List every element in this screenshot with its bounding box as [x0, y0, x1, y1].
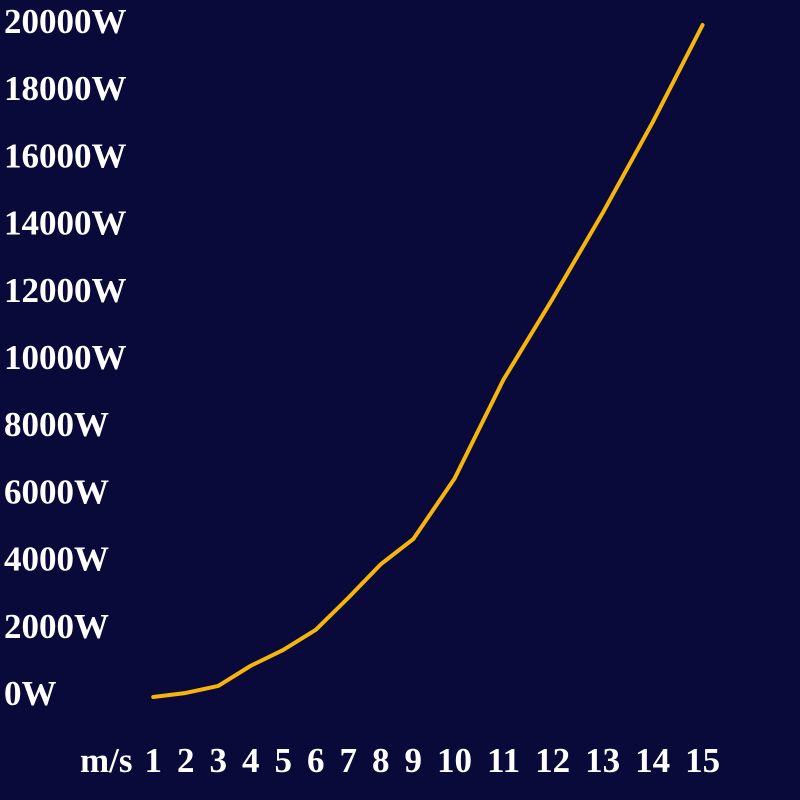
x-tick-label: 9: [405, 741, 423, 780]
y-tick-label: 0W: [4, 674, 57, 713]
y-tick-label: 16000W: [4, 136, 127, 175]
x-axis-label: m/s: [80, 741, 133, 780]
x-tick-label: 13: [585, 741, 620, 780]
x-tick-label: 14: [635, 741, 670, 780]
y-tick-label: 20000W: [4, 2, 127, 41]
y-tick-label: 14000W: [4, 204, 127, 243]
y-tick-label: 6000W: [4, 472, 109, 511]
y-tick-label: 18000W: [4, 69, 127, 108]
y-tick-label: 8000W: [4, 405, 109, 444]
y-tick-label: 10000W: [4, 338, 127, 377]
x-tick-label: 8: [372, 741, 390, 780]
x-tick-label: 5: [275, 741, 293, 780]
x-tick-label: 3: [210, 741, 228, 780]
y-tick-label: 12000W: [4, 271, 127, 310]
x-tick-label: 15: [685, 741, 720, 780]
y-tick-label: 4000W: [4, 540, 109, 579]
x-tick-label: 4: [242, 741, 260, 780]
x-tick-label: 2: [177, 741, 195, 780]
x-tick-label: 6: [307, 741, 325, 780]
data-line: [151, 23, 705, 699]
y-tick-label: 2000W: [4, 607, 109, 646]
x-tick-label: 12: [535, 741, 570, 780]
x-tick-label: 1: [145, 741, 163, 780]
x-tick-label: 11: [487, 741, 520, 780]
x-tick-label: 10: [437, 741, 472, 780]
x-tick-label: 7: [340, 741, 358, 780]
